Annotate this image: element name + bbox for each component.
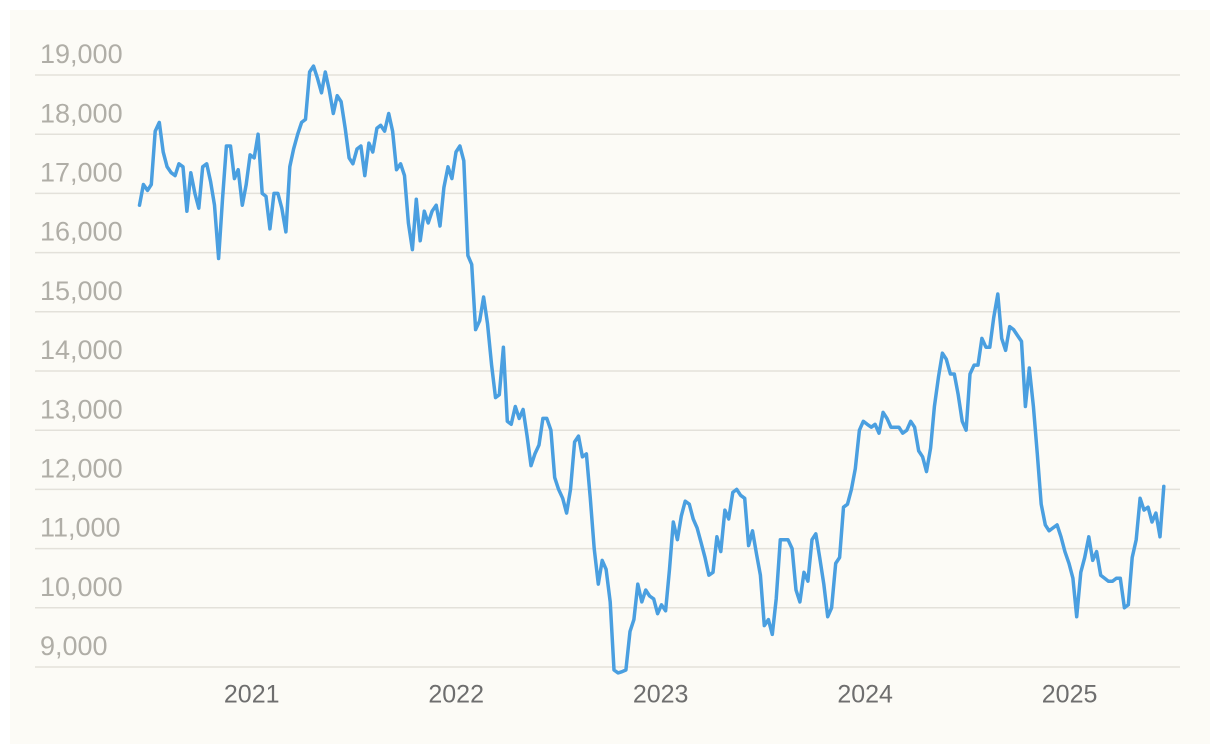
y-tick-label: 14,000 <box>40 335 123 365</box>
y-tick-label: 10,000 <box>40 572 123 602</box>
y-tick-label: 18,000 <box>40 98 123 128</box>
y-tick-label: 16,000 <box>40 217 123 247</box>
price-line <box>137 64 1166 675</box>
y-tick-label: 9,000 <box>40 631 108 661</box>
x-tick-label: 2021 <box>224 681 280 709</box>
x-tick-label: 2022 <box>428 681 484 709</box>
y-tick-label: 17,000 <box>40 158 123 188</box>
y-tick-label: 11,000 <box>40 513 121 543</box>
y-tick-label: 12,000 <box>40 454 123 484</box>
y-tick-label: 13,000 <box>40 394 123 424</box>
x-tick-label: 2025 <box>1042 681 1098 709</box>
x-tick-label: 2023 <box>633 681 689 709</box>
x-tick-label: 2024 <box>837 681 893 709</box>
y-tick-label: 19,000 <box>40 39 123 69</box>
y-tick-label: 15,000 <box>40 276 123 306</box>
